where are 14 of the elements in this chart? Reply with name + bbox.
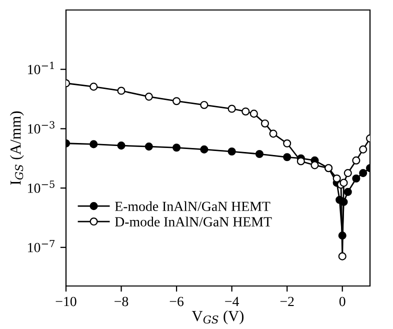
x-tick-label: −8 <box>114 296 128 306</box>
y-tick-label: 10$^{−7}$ <box>28 240 54 252</box>
legend-label: E-mode InAlN/GaN HEMT <box>115 201 270 212</box>
y-tick-label: 10$^{−1}$ <box>28 62 54 74</box>
y-tick-label: 10$^{−5}$ <box>28 180 54 193</box>
x-axis-title: V$_{GS}$ (V) <box>192 310 244 324</box>
x-tick-label: 0 <box>339 296 346 306</box>
y-axis-title: I$_{GS}$ (A/mm) <box>10 111 24 185</box>
x-tick-label: −2 <box>280 296 294 306</box>
x-tick-label: −6 <box>170 296 184 306</box>
x-tick-label: −4 <box>225 296 239 306</box>
legend-label: D-mode InAlN/GaN HEMT <box>115 216 272 227</box>
x-tick-label: −10 <box>56 296 76 306</box>
y-tick-label: 10$^{−3}$ <box>28 121 54 134</box>
